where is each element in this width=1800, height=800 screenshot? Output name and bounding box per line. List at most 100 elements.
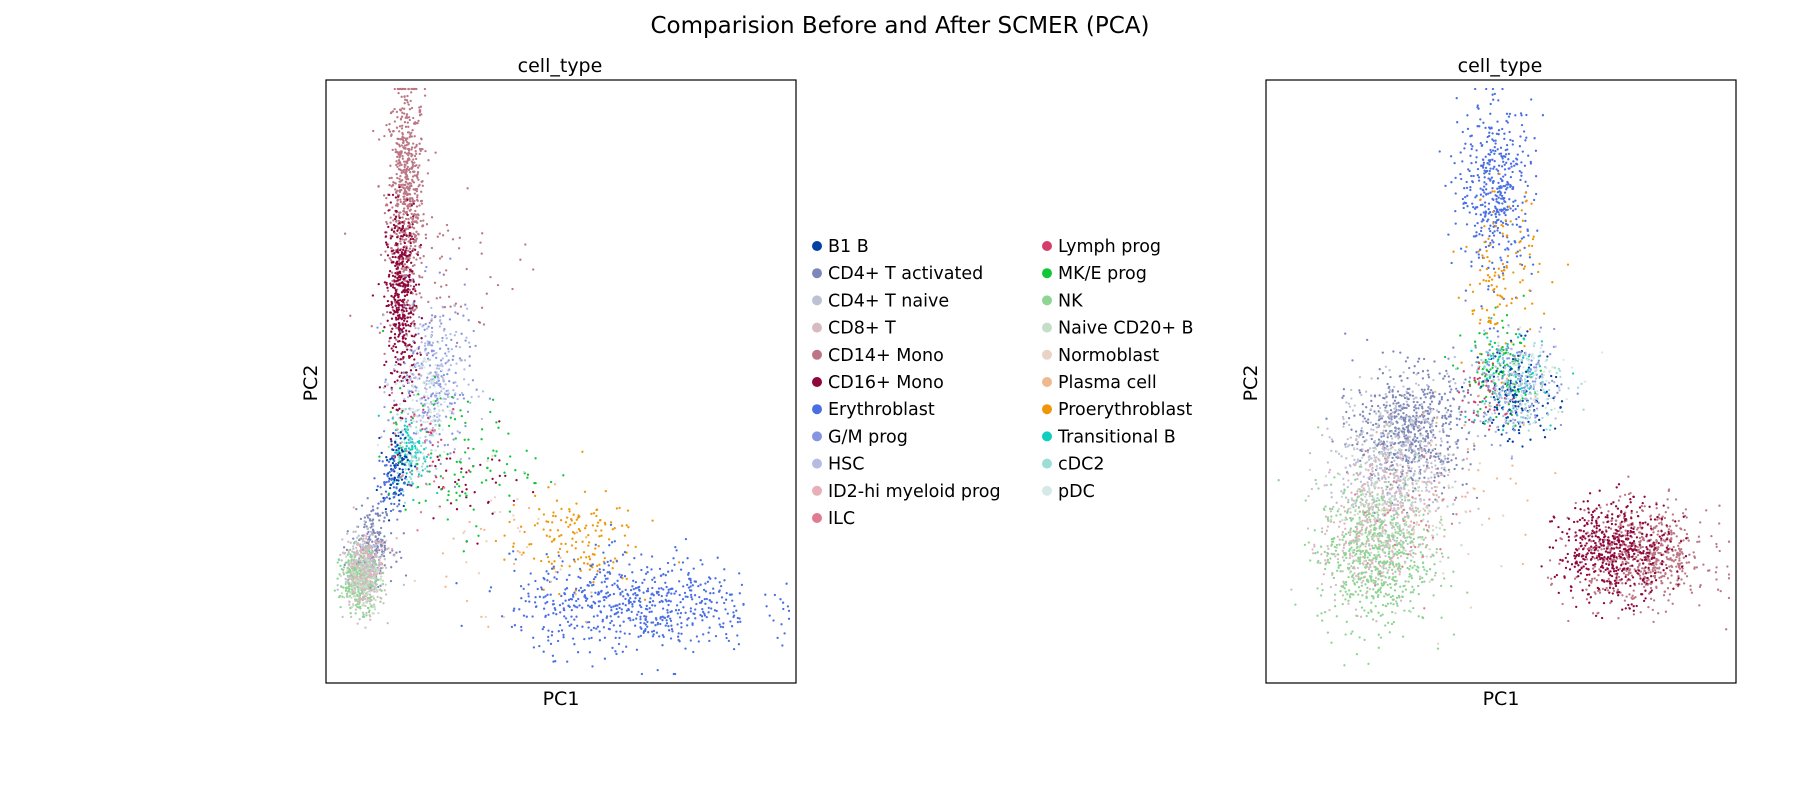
point [1489,167,1492,170]
point [1471,290,1475,293]
point [1523,164,1527,167]
point [1518,169,1521,173]
point [1480,305,1483,308]
point [1503,132,1506,135]
point [402,319,406,322]
point [1484,245,1488,249]
point [595,508,598,512]
point [571,531,575,534]
point [590,512,593,516]
point [409,477,413,480]
point [420,202,424,205]
point [480,428,484,431]
point [594,547,597,550]
point [397,325,401,329]
point [654,616,658,620]
point [411,456,414,459]
point [581,625,584,628]
point [363,520,366,523]
point [686,618,689,621]
point [1504,213,1507,217]
point [587,626,590,629]
point [1496,187,1499,190]
point [379,526,383,530]
point [341,615,344,619]
point [402,371,405,374]
point [380,544,384,547]
point [1485,249,1488,253]
point [419,243,423,247]
point [512,545,515,548]
point [469,504,472,508]
point [438,424,441,427]
point [670,628,674,631]
point [664,624,667,627]
point [478,321,482,324]
point [424,435,427,438]
point [670,592,673,595]
point [1503,266,1506,269]
point [391,306,394,309]
point [368,513,371,517]
point [462,475,465,479]
point [383,405,386,409]
point [427,430,430,434]
point [431,354,435,357]
point [400,328,404,331]
point [371,605,375,609]
point [449,457,452,460]
point [416,529,419,532]
point [340,559,343,562]
point [391,206,394,209]
point [367,530,370,534]
point [401,226,405,230]
point [621,553,625,556]
point [349,576,352,580]
point [414,333,417,336]
point [585,556,588,559]
point [393,554,396,557]
point [389,458,392,461]
point [355,550,358,554]
point [512,503,515,507]
point [406,94,409,98]
point [421,364,424,367]
point [634,545,637,549]
point [406,205,410,208]
point [401,392,404,395]
point [428,464,431,468]
point [1508,112,1512,116]
point [339,553,342,557]
point [651,621,655,624]
point [347,576,350,579]
point [780,623,783,626]
point [1516,388,1520,391]
point [370,547,373,550]
point [468,457,471,460]
point [534,579,537,583]
point [669,617,672,620]
point [1479,318,1482,322]
point [571,537,574,540]
point [409,471,412,474]
point [600,534,603,537]
point [550,567,554,570]
point [1506,331,1509,335]
point [397,503,401,506]
point [383,259,387,262]
point [1504,248,1507,251]
point [455,498,458,502]
point [1549,424,1552,427]
point [418,408,421,411]
point [623,550,627,554]
point [406,412,410,416]
point [1477,256,1481,259]
point [712,587,715,590]
point [381,566,384,570]
point [1479,142,1482,145]
point [553,606,556,610]
point [516,549,519,553]
point [508,494,511,497]
point [549,642,553,646]
point [642,631,645,634]
